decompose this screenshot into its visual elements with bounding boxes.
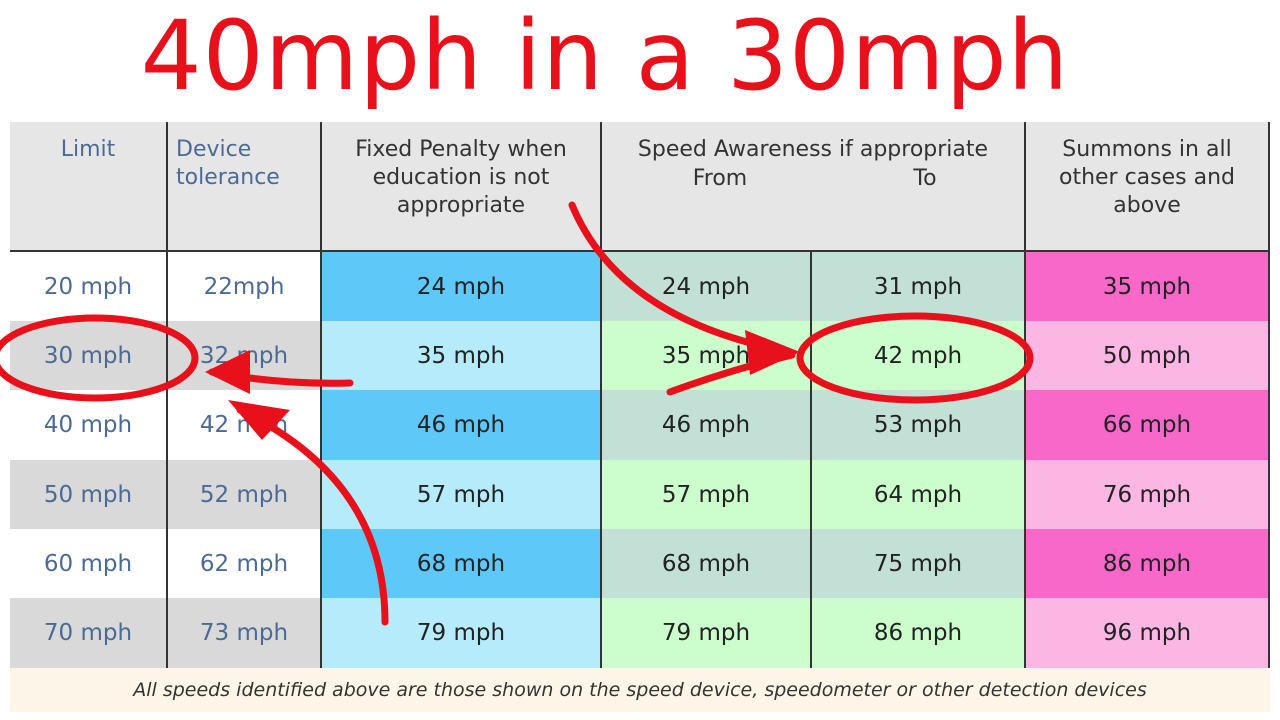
cell: 68 mph [602, 528, 812, 599]
cell: 35 mph [322, 321, 602, 392]
cell: 35 mph [602, 321, 812, 392]
cell: 64 mph [812, 459, 1026, 530]
footnote: All speeds identified above are those sh… [10, 668, 1270, 712]
cell: 86 mph [812, 598, 1026, 669]
cell: 75 mph [812, 528, 1026, 599]
cell: 30 mph [10, 321, 168, 392]
header-cell: Summons in all other cases and above [1026, 122, 1270, 252]
header-cell: Limit [10, 122, 168, 252]
cell: 68 mph [322, 528, 602, 599]
title: 40mph in a 30mph [140, 0, 1070, 112]
subheader: To [913, 166, 937, 191]
header-cell: Device tolerance [168, 122, 322, 252]
cell: 60 mph [10, 528, 168, 599]
cell: 42 mph [168, 390, 322, 461]
cell: 46 mph [322, 390, 602, 461]
cell: 79 mph [602, 598, 812, 669]
cell: 31 mph [812, 252, 1026, 323]
cell: 40 mph [10, 390, 168, 461]
cell: 57 mph [602, 459, 812, 530]
cell: 53 mph [812, 390, 1026, 461]
cell: 32 mph [168, 321, 322, 392]
cell: 86 mph [1026, 528, 1270, 599]
header-line [10, 250, 1270, 252]
cell: 35 mph [1026, 252, 1270, 323]
header-cell: Fixed Penalty when education is not appr… [322, 122, 602, 252]
cell: 22mph [168, 252, 322, 323]
cell: 46 mph [602, 390, 812, 461]
cell: 52 mph [168, 459, 322, 530]
cell: 96 mph [1026, 598, 1270, 669]
cell: 79 mph [322, 598, 602, 669]
cell: 73 mph [168, 598, 322, 669]
cell: 62 mph [168, 528, 322, 599]
cell: 66 mph [1026, 390, 1270, 461]
cell: 70 mph [10, 598, 168, 669]
cell: 24 mph [322, 252, 602, 323]
cell: 24 mph [602, 252, 812, 323]
cell: 57 mph [322, 459, 602, 530]
cell: 76 mph [1026, 459, 1270, 530]
cell: 42 mph [812, 321, 1026, 392]
subheader: From [692, 166, 748, 191]
cell: 20 mph [10, 252, 168, 323]
cell: 50 mph [10, 459, 168, 530]
cell: 50 mph [1026, 321, 1270, 392]
